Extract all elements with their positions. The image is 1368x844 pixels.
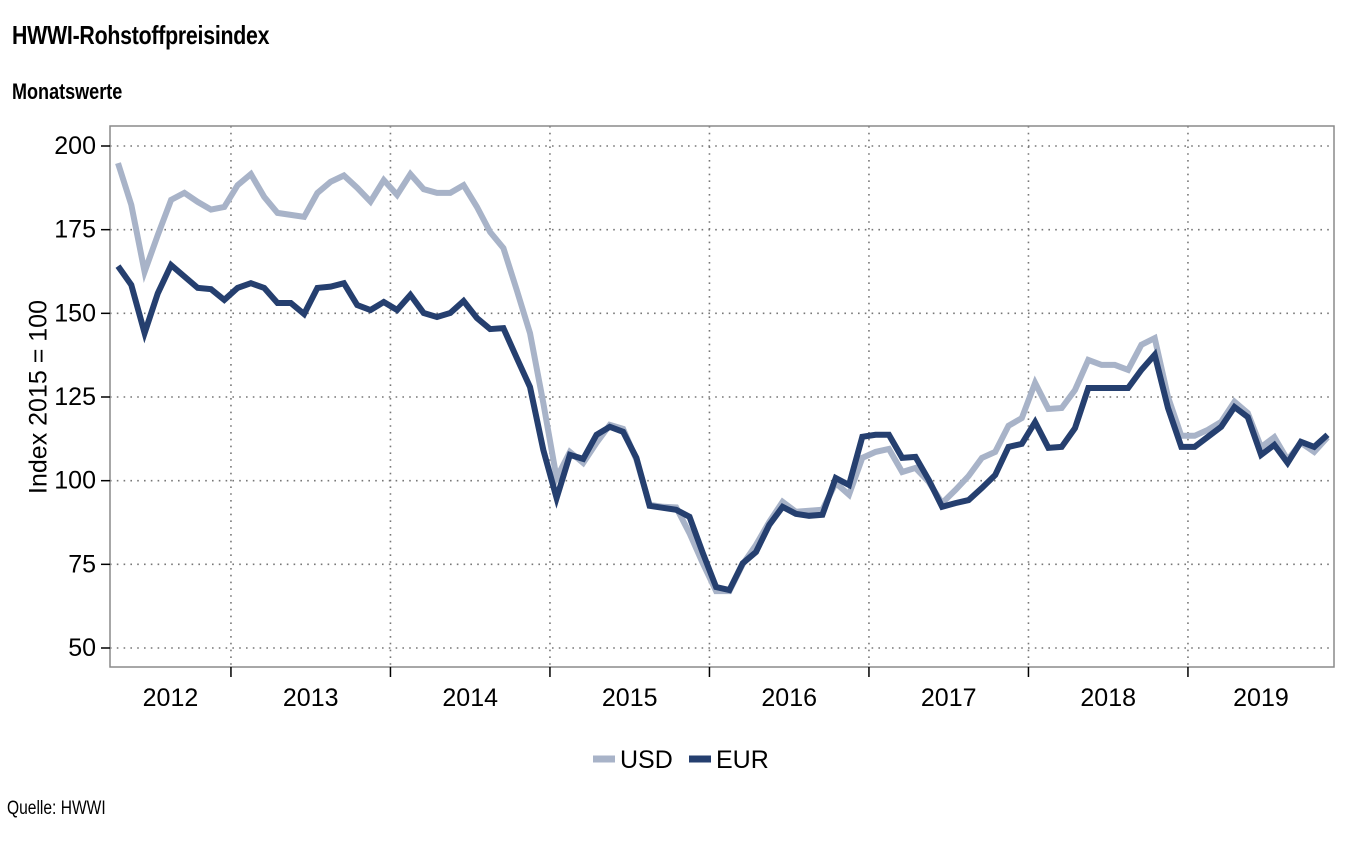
x-tick-label: 2013 xyxy=(283,684,339,712)
y-axis-title: Index 2015 = 100 xyxy=(25,300,53,494)
legend: USD EUR xyxy=(593,746,769,774)
y-tick-label: 50 xyxy=(68,634,96,662)
x-tick-label: 2017 xyxy=(921,684,977,712)
x-tick-label: 2019 xyxy=(1233,684,1289,712)
x-axis: 2012 2013 2014 2015 2016 2017 2018 2019 xyxy=(143,667,1289,712)
y-tick-label: 175 xyxy=(54,216,96,244)
legend-label-usd: USD xyxy=(620,746,673,774)
legend-label-eur: EUR xyxy=(716,746,769,774)
x-tick-label: 2016 xyxy=(761,684,817,712)
y-tick-label: 100 xyxy=(54,467,96,495)
source-note: Quelle: HWWI xyxy=(7,798,106,819)
x-tick-label: 2014 xyxy=(442,684,498,712)
x-tick-label: 2015 xyxy=(602,684,658,712)
series-lines xyxy=(115,162,1330,595)
y-axis: 50 75 100 125 150 175 200 xyxy=(54,132,110,662)
chart-subtitle: Monatswerte xyxy=(12,79,123,104)
x-tick-label: 2012 xyxy=(143,684,199,712)
y-tick-label: 125 xyxy=(54,383,96,411)
y-tick-label: 200 xyxy=(54,132,96,160)
series-line-eur xyxy=(115,260,1330,594)
x-tick-label: 2018 xyxy=(1080,684,1136,712)
grid-lines xyxy=(110,126,1334,667)
chart-title: HWWI-Rohstoffpreisindex xyxy=(12,20,270,50)
y-tick-label: 150 xyxy=(54,299,96,327)
y-tick-label: 75 xyxy=(68,550,96,578)
series-line-usd xyxy=(115,162,1330,595)
